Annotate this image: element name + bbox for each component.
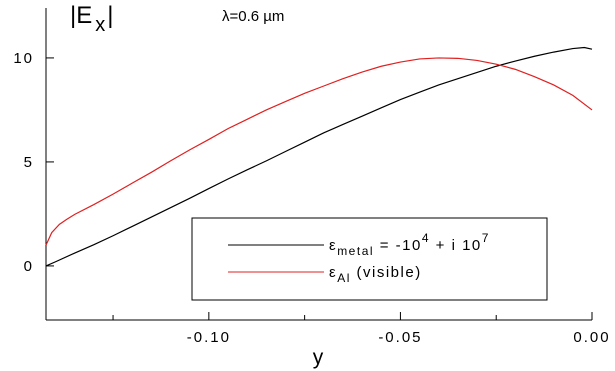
series-line-metal: [45, 46, 593, 267]
y-tick-label: 0: [24, 258, 34, 275]
legend: εmetal = -104 + i 107 εAl (visible): [191, 217, 548, 301]
x-tick-label: 0.00: [573, 329, 610, 346]
x-axis-title: y: [313, 346, 324, 369]
y-tick-label: 10: [13, 50, 34, 67]
y-tick-label: 5: [24, 154, 34, 171]
series-line-al: [45, 57, 593, 246]
x-tick-label: -0.05: [378, 329, 422, 346]
y-axis-title: |E x|: [70, 2, 113, 36]
series-layer: [45, 46, 593, 267]
legend-label-al: εAl (visible): [329, 264, 422, 285]
x-tick-label: -0.10: [187, 329, 231, 346]
ticks: -0.10 -0.05 0.00 0 5 10: [13, 50, 610, 346]
annotation-text: λ=0.6 µm: [222, 8, 284, 25]
legend-label-metal: εmetal = -104 + i 107: [329, 231, 490, 258]
legend-box: [191, 217, 548, 301]
axes: [45, 8, 592, 321]
